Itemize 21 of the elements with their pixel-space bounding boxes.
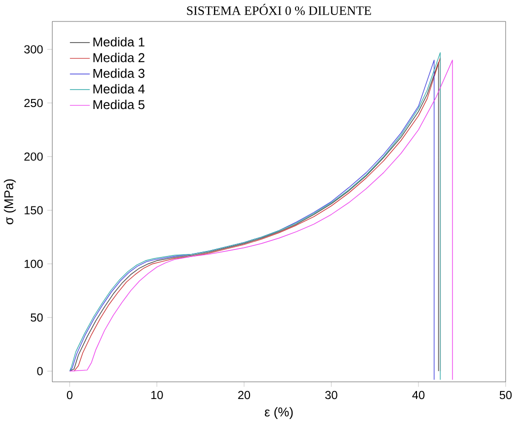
legend-label: Medida 4 bbox=[93, 84, 145, 94]
legend-label: Medida 1 bbox=[93, 37, 144, 47]
chart-title: SISTEMA EPÓXI 0 % DILUENTE bbox=[187, 4, 371, 16]
x-tick-label: 40 bbox=[412, 390, 424, 400]
x-tick-label: 20 bbox=[238, 390, 250, 400]
y-tick-label: 150 bbox=[24, 206, 43, 214]
x-tick-label: 10 bbox=[151, 390, 163, 400]
legend-label: Medida 2 bbox=[93, 52, 144, 62]
y-axis-title: σ (MPa) bbox=[4, 179, 16, 224]
x-tick-label: 30 bbox=[325, 390, 338, 400]
x-tick-label: 0 bbox=[66, 390, 72, 400]
x-axis-title: ε (%) bbox=[264, 407, 293, 420]
y-tick-label: 300 bbox=[24, 45, 43, 54]
y-tick-label: 100 bbox=[24, 260, 43, 268]
x-tick-label: 50 bbox=[500, 390, 512, 400]
legend-label: Medida 5 bbox=[93, 100, 144, 110]
y-tick-label: 0 bbox=[37, 367, 43, 376]
y-tick-label: 250 bbox=[24, 98, 43, 108]
legend-label: Medida 3 bbox=[93, 68, 144, 78]
y-tick-label: 200 bbox=[24, 152, 43, 161]
y-tick-label: 50 bbox=[30, 313, 43, 322]
